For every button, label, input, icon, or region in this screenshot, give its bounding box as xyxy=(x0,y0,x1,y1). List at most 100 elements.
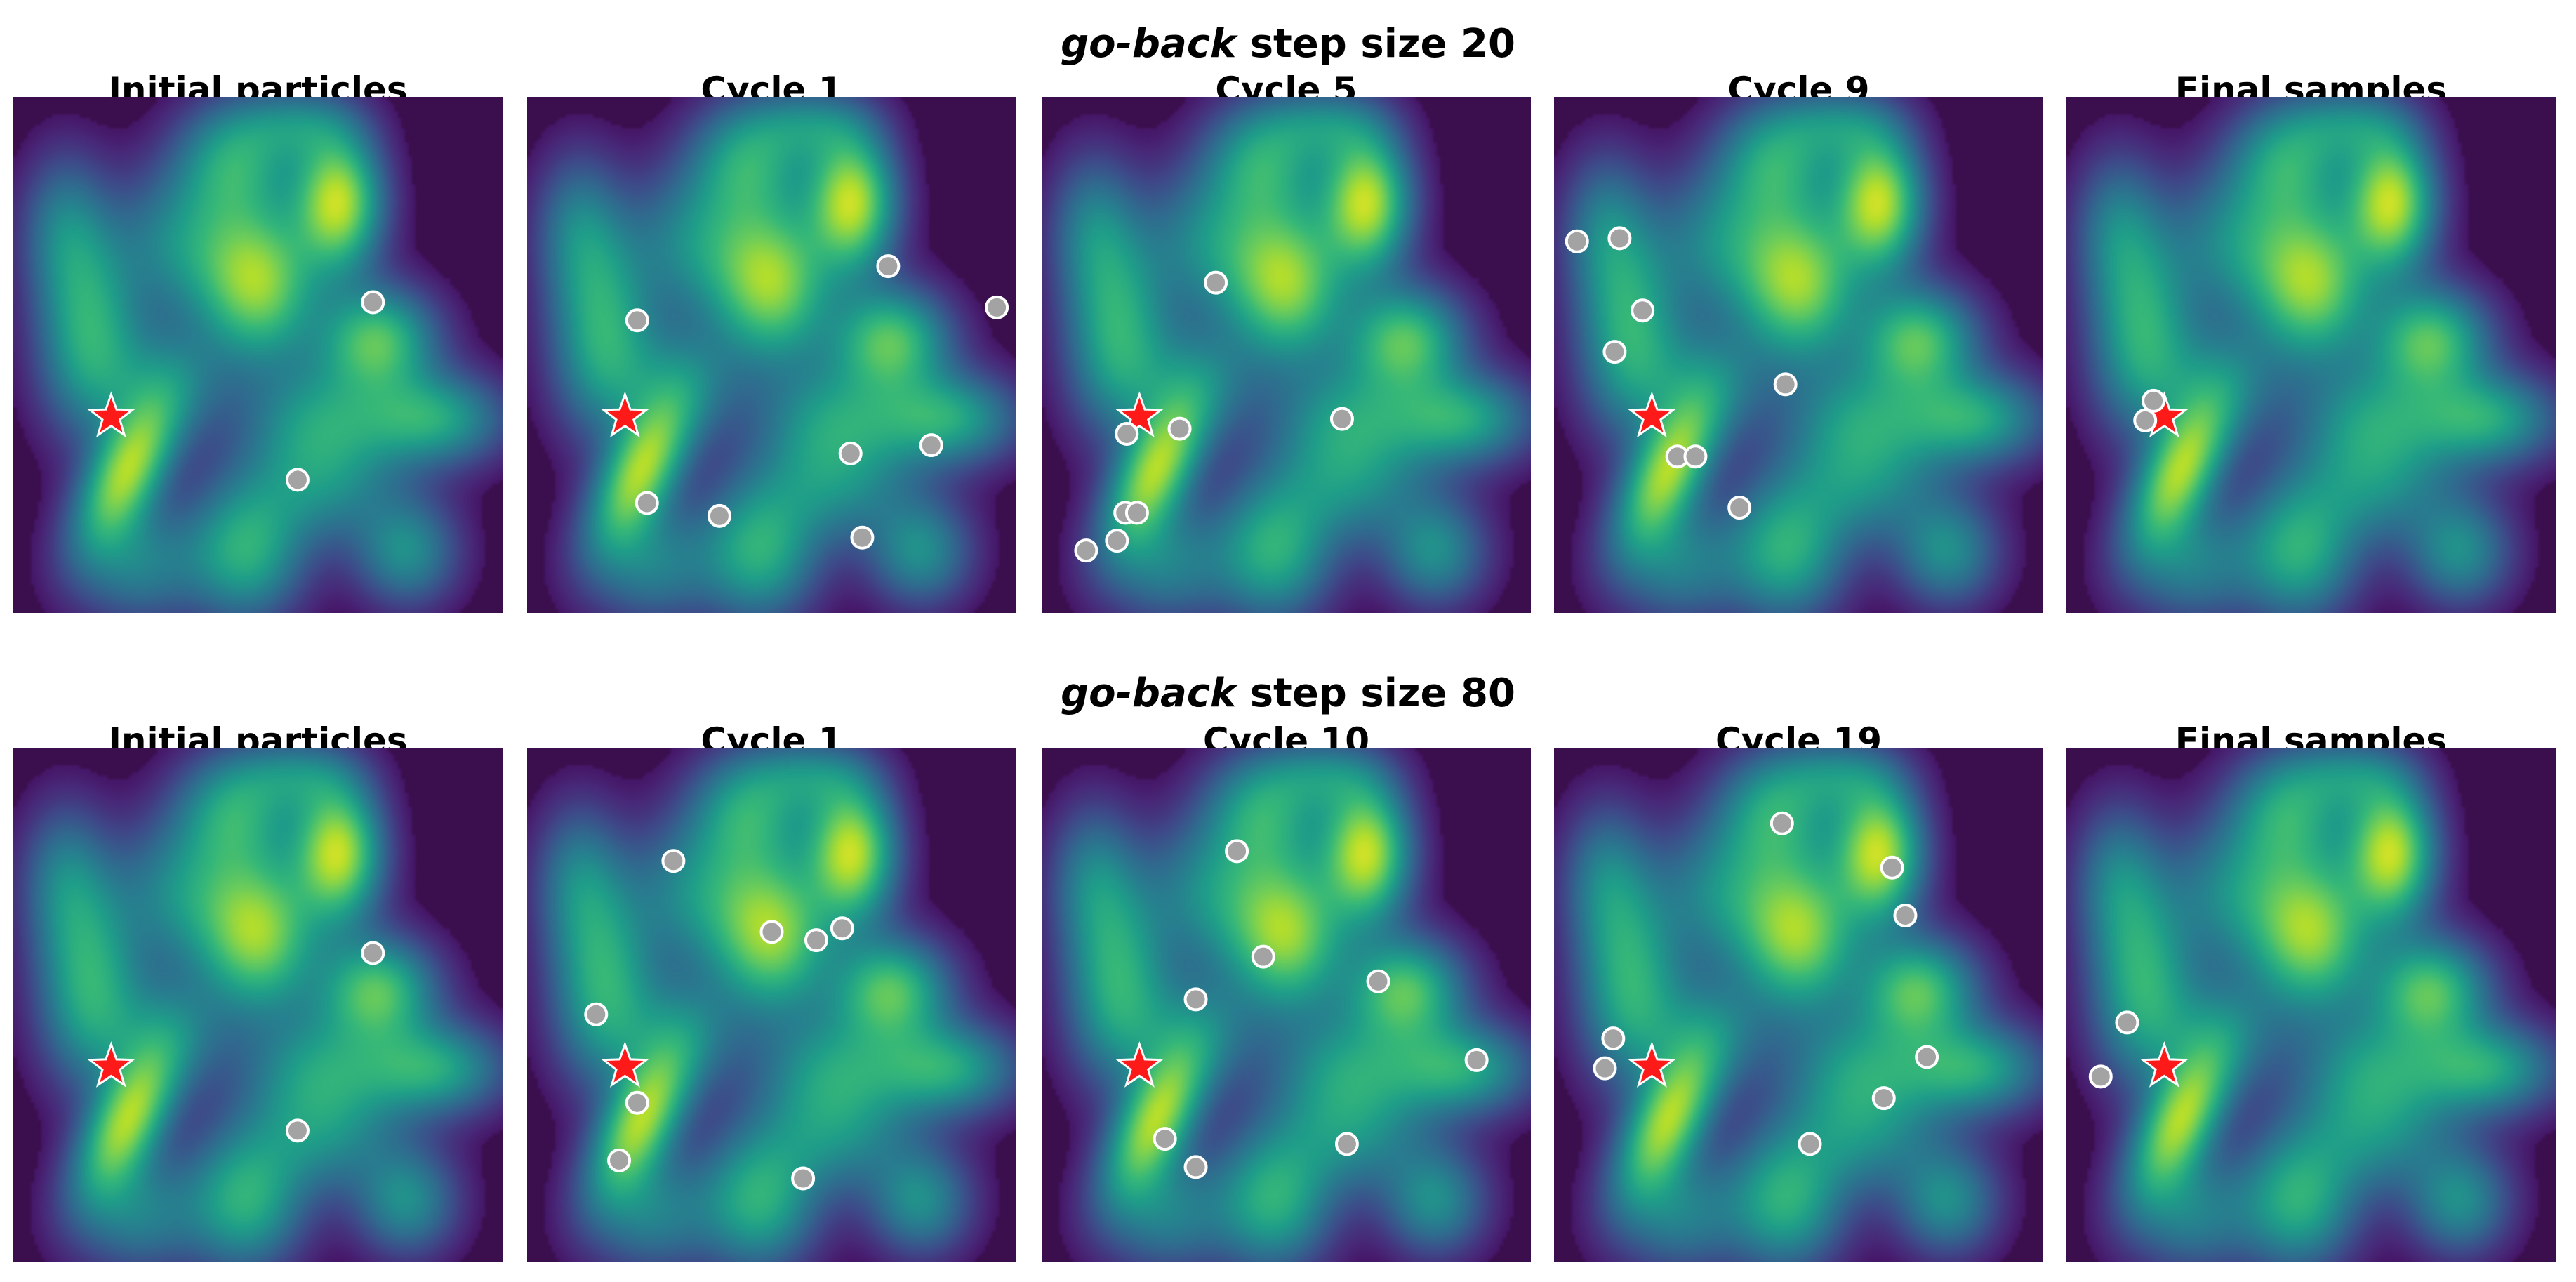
row-title: go-back step size 80 xyxy=(0,674,2576,713)
particle-point xyxy=(361,941,385,965)
density-panel xyxy=(2066,748,2556,1262)
particle-point xyxy=(1334,1132,1359,1156)
density-heatmap xyxy=(1554,97,2043,613)
particle-point xyxy=(584,1002,609,1026)
particle-point xyxy=(1773,372,1798,397)
particle-point xyxy=(1366,969,1390,993)
particle-point xyxy=(1871,1086,1896,1111)
particle-point xyxy=(850,525,875,550)
row-title-rest: step size 80 xyxy=(1236,670,1515,716)
target-star-marker xyxy=(1115,391,1164,438)
density-heatmap xyxy=(13,748,503,1262)
density-heatmap xyxy=(1554,748,2043,1262)
particle-point xyxy=(1183,987,1208,1012)
density-panel xyxy=(13,97,503,613)
particle-point xyxy=(1602,340,1627,364)
particle-point xyxy=(1880,855,1904,880)
particle-point xyxy=(1204,270,1228,295)
scatter-overlay xyxy=(1115,839,1489,1179)
particle-point xyxy=(985,295,1009,319)
density-heatmap xyxy=(13,97,503,613)
density-panel xyxy=(1042,748,1531,1262)
particle-point xyxy=(1183,1155,1208,1179)
target-star-marker xyxy=(1115,1041,1164,1088)
target-star-marker xyxy=(1627,1041,1677,1088)
particle-point xyxy=(876,254,901,279)
particle-point xyxy=(1607,226,1632,251)
particle-point xyxy=(1683,444,1708,469)
particle-point xyxy=(1074,538,1098,563)
scatter-overlay xyxy=(1565,226,1798,520)
particle-point xyxy=(804,928,828,953)
particle-point xyxy=(1329,407,1354,431)
target-star-marker xyxy=(86,391,136,438)
particle-point xyxy=(285,468,310,492)
scatter-overlay xyxy=(86,941,385,1143)
particle-point xyxy=(830,916,854,941)
scatter-overlay xyxy=(2133,388,2189,438)
particle-point xyxy=(1770,811,1794,835)
density-heatmap xyxy=(1042,97,1531,613)
particle-point xyxy=(285,1118,310,1143)
particle-point xyxy=(838,441,863,465)
particle-point xyxy=(2088,1064,2113,1089)
scatter-overlay xyxy=(86,290,385,492)
row-title-italic: go-back xyxy=(1061,670,1237,716)
particle-point xyxy=(607,1148,632,1172)
particle-point xyxy=(1225,839,1249,864)
particle-point xyxy=(1631,298,1655,323)
particle-point xyxy=(1105,529,1129,553)
particle-point xyxy=(919,433,943,458)
particle-point xyxy=(1593,1056,1617,1081)
density-heatmap xyxy=(2066,748,2556,1262)
row-title-italic: go-back xyxy=(1061,21,1237,67)
particle-point xyxy=(759,920,784,944)
particle-point xyxy=(791,1166,816,1191)
target-star-marker xyxy=(600,391,650,438)
row-title: go-back step size 20 xyxy=(0,25,2576,64)
particle-point xyxy=(707,503,731,528)
particle-point xyxy=(1798,1132,1822,1156)
scatter-overlay xyxy=(1074,270,1354,563)
density-heatmap xyxy=(1042,748,1531,1262)
target-star-marker xyxy=(1627,391,1677,438)
density-panel xyxy=(527,748,1016,1262)
row-title-rest: step size 20 xyxy=(1236,21,1515,67)
target-star-marker xyxy=(2139,1041,2189,1088)
particle-point xyxy=(635,491,659,515)
particle-point xyxy=(1464,1048,1489,1072)
particle-point xyxy=(2115,1010,2139,1035)
density-panel xyxy=(2066,97,2556,613)
particle-point xyxy=(625,308,649,333)
particle-point xyxy=(1893,903,1918,927)
density-heatmap xyxy=(527,748,1016,1262)
density-heatmap xyxy=(2066,97,2556,613)
particle-point xyxy=(661,849,686,873)
density-heatmap xyxy=(527,97,1016,613)
particle-point xyxy=(1565,229,1589,253)
density-panel xyxy=(527,97,1016,613)
particle-point xyxy=(1153,1127,1177,1151)
density-panel xyxy=(1554,97,2043,613)
particle-point xyxy=(2142,388,2166,413)
particle-point xyxy=(1124,501,1149,525)
target-star-marker xyxy=(600,1041,650,1088)
density-panel xyxy=(13,748,503,1262)
density-panel xyxy=(1042,97,1531,613)
particle-point xyxy=(625,1090,649,1115)
particle-point xyxy=(1727,496,1752,520)
scatter-overlay xyxy=(584,849,854,1191)
target-star-marker xyxy=(86,1041,136,1088)
particle-point xyxy=(1601,1026,1626,1051)
particle-point xyxy=(1115,421,1139,446)
particle-point xyxy=(1251,944,1275,969)
scatter-overlay xyxy=(2088,1010,2189,1089)
particle-point xyxy=(1915,1045,1939,1069)
particle-point xyxy=(361,290,385,315)
particle-point xyxy=(2133,408,2158,432)
scatter-overlay xyxy=(1593,811,1939,1156)
particle-point xyxy=(1167,416,1192,441)
density-panel xyxy=(1554,748,2043,1262)
scatter-overlay xyxy=(600,254,1009,550)
